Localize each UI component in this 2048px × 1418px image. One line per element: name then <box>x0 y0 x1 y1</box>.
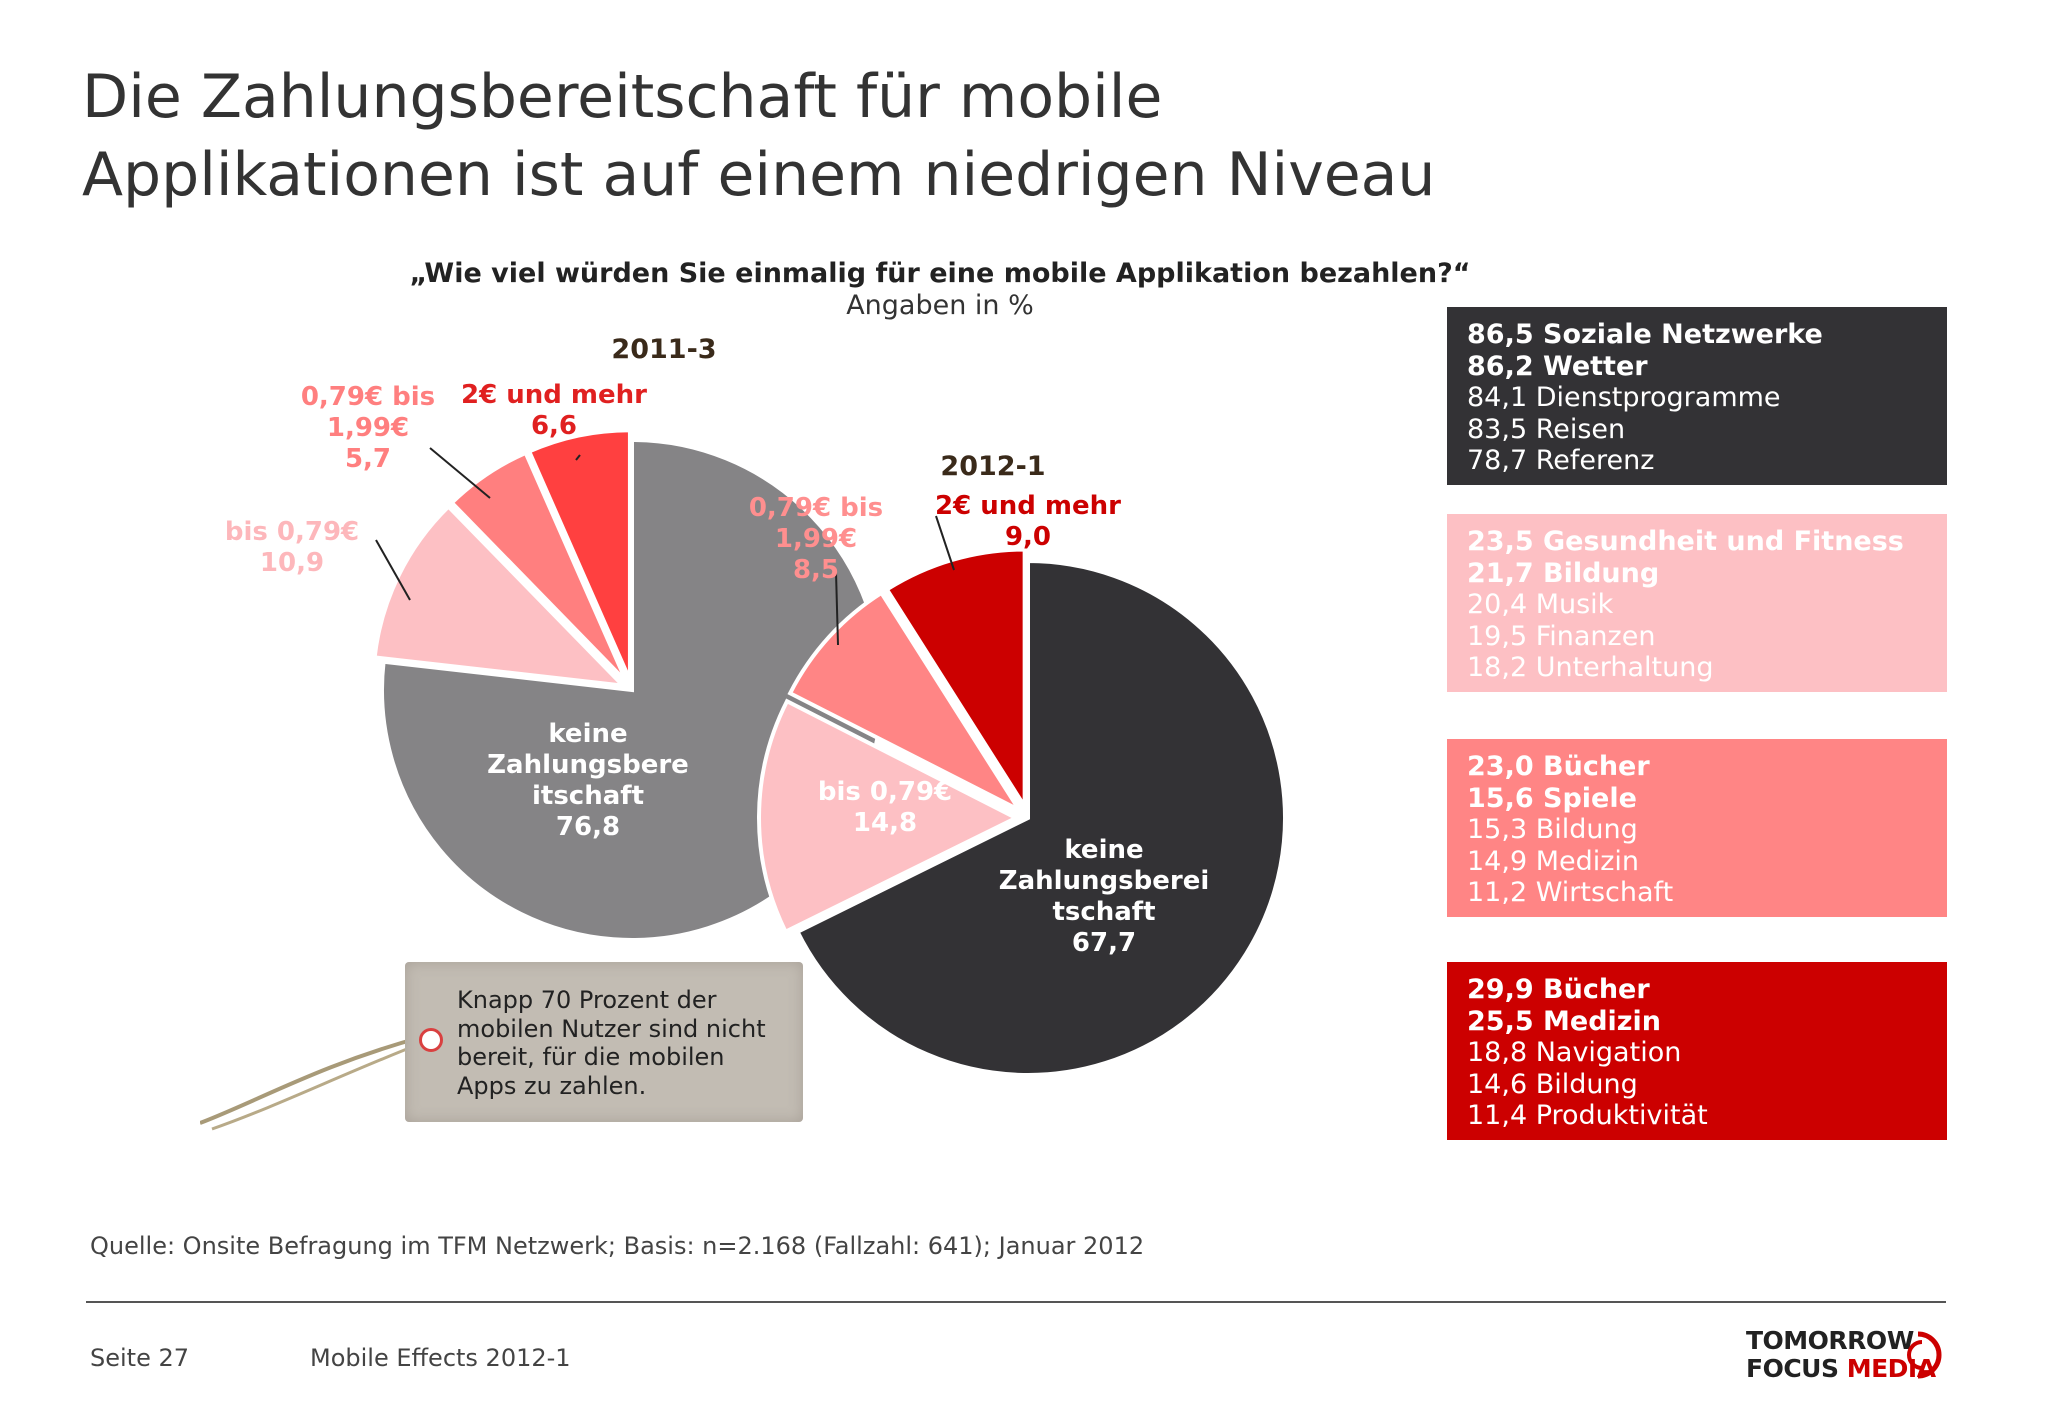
tag-hole <box>419 1028 443 1052</box>
panel-line: 86,2 Wetter <box>1467 350 1648 382</box>
leader-line <box>935 515 955 571</box>
slice-label-line: 10,9 <box>260 548 324 578</box>
slice-label-line: 5,7 <box>345 444 391 474</box>
panel-line: 14,6 Bildung <box>1467 1068 1638 1100</box>
panel-no-payment: 86,5 Soziale Netzwerke 86,2 Wetter 84,1 … <box>1447 307 1947 485</box>
tag-line: bereit, für die mobilen <box>457 1043 725 1071</box>
slice-label: keine Zahlungsbere itschaft 76,8 <box>487 719 689 842</box>
company-logo: TOMORROW FOCUS MEDIA <box>1746 1326 1946 1386</box>
logo-focus: FOCUS <box>1746 1354 1839 1383</box>
panel-line: 23,5 Gesundheit und Fitness <box>1467 526 1904 557</box>
panel-line: 19,5 Finanzen <box>1467 620 1656 652</box>
panel-line: 11,4 Produktivität <box>1467 1100 1708 1131</box>
slice-label-line: bis 0,79€ <box>818 777 952 807</box>
chart-title: 2011-3 <box>611 334 716 365</box>
slice-label: bis 0,79€ 10,9 <box>225 517 359 578</box>
slice-label: 0,79€ bis 1,99€ 8,5 <box>749 493 883 585</box>
panel-079-to-199: 23,0 Bücher 15,6 Spiele 15,3 Bildung 14,… <box>1447 739 1947 917</box>
title-line-2: Applikationen ist auf einem niedrigen Ni… <box>82 140 1436 210</box>
slice-label-line: 67,7 <box>1072 928 1136 958</box>
slice-label: 2€ und mehr 6,6 <box>461 380 647 441</box>
slice-label-line: 0,79€ bis <box>301 382 435 412</box>
panel-line: 20,4 Musik <box>1467 589 1614 620</box>
tag-line: mobilen Nutzer sind nicht <box>457 1014 766 1043</box>
slice-label-line: 6,6 <box>531 411 577 441</box>
footer-divider <box>86 1301 1946 1303</box>
slice-label-line: 1,99€ <box>775 524 857 554</box>
pie-slice <box>787 590 1025 816</box>
slice-label-line: keine <box>548 719 627 749</box>
tag-text: Knapp 70 Prozent der mobilen Nutzer sind… <box>457 986 766 1100</box>
report-name: Mobile Effects 2012-1 <box>310 1344 571 1372</box>
panel-2-and-more: 29,9 Bücher 25,5 Medizin 18,8 Navigation… <box>1447 962 1947 1140</box>
title-line-1: Die Zahlungsbereitschaft für mobile <box>82 62 1163 132</box>
slice-label: 2€ und mehr 9,0 <box>935 491 1121 552</box>
panel-line: 11,2 Wirtschaft <box>1467 877 1674 908</box>
panel-line: 29,9 Bücher <box>1467 974 1650 1005</box>
tag-line: Apps zu zahlen. <box>457 1071 647 1100</box>
pie-slice <box>794 558 1287 1077</box>
page-title: Die Zahlungsbereitschaft für mobile Appl… <box>82 58 1782 214</box>
panel-line: 15,6 Spiele <box>1467 782 1637 814</box>
slice-label-line: tschaft <box>1052 897 1155 927</box>
leader-line <box>575 454 581 461</box>
slice-label: 0,79€ bis 1,99€ 5,7 <box>301 382 435 474</box>
panel-line: 83,5 Reisen <box>1467 413 1626 445</box>
page-number: Seite 27 <box>90 1344 190 1372</box>
slice-label-line: 9,0 <box>1005 522 1051 552</box>
panel-up-to-079: 23,5 Gesundheit und Fitness 21,7 Bildung… <box>1447 514 1947 692</box>
slice-label-line: bis 0,79€ <box>225 517 359 547</box>
panel-line: 21,7 Bildung <box>1467 557 1660 589</box>
panel-line: 14,9 Medizin <box>1467 845 1640 877</box>
logo-line-1: TOMORROW <box>1746 1326 1914 1355</box>
slice-label-line: keine <box>1064 835 1143 865</box>
price-tag-note: Knapp 70 Prozent der mobilen Nutzer sind… <box>405 962 803 1122</box>
slice-label-line: 14,8 <box>853 808 917 838</box>
panel-line: 15,3 Bildung <box>1467 814 1638 845</box>
slice-label-line: 2€ und mehr <box>461 380 647 410</box>
slice-label-line: Zahlungsberei <box>999 866 1210 896</box>
slice-label-line: Zahlungsbere <box>487 750 689 780</box>
pie-slice <box>884 547 1027 814</box>
panel-line: 23,0 Bücher <box>1467 751 1650 782</box>
chart-question: „Wie viel würden Sie einmalig für eine m… <box>409 258 1471 289</box>
panel-line: 78,7 Referenz <box>1467 445 1655 476</box>
leader-line <box>429 447 491 499</box>
slice-label: bis 0,79€ 14,8 <box>818 777 952 838</box>
slice-label-line: itschaft <box>532 781 644 811</box>
leader-line <box>835 571 839 646</box>
panel-line: 18,2 Unterhaltung <box>1467 652 1714 683</box>
panel-line: 18,8 Navigation <box>1467 1037 1682 1068</box>
slice-label-line: 8,5 <box>793 555 839 585</box>
logo-arc-icon <box>1907 1331 1942 1379</box>
pie-slice <box>526 428 632 682</box>
slice-label-line: 2€ und mehr <box>935 491 1121 521</box>
tag-string <box>199 1005 430 1139</box>
slice-label: keine Zahlungsberei tschaft 67,7 <box>999 835 1210 958</box>
slice-label-line: 76,8 <box>556 812 620 842</box>
panel-line: 84,1 Dienstprogramme <box>1467 382 1781 413</box>
panel-line: 86,5 Soziale Netzwerke <box>1467 319 1823 350</box>
chart-title: 2012-1 <box>940 451 1045 482</box>
pie-slice <box>449 450 629 684</box>
panel-line: 25,5 Medizin <box>1467 1005 1661 1037</box>
chart-unit: Angaben in % <box>846 290 1034 321</box>
pie-slice <box>372 503 629 689</box>
leader-line <box>375 539 411 601</box>
slice-label-line: 1,99€ <box>327 413 409 443</box>
slice-label-line: 0,79€ bis <box>749 493 883 523</box>
pie-slice <box>757 698 1021 935</box>
tag-line: Knapp 70 Prozent der <box>457 986 717 1014</box>
source-note: Quelle: Onsite Befragung im TFM Netzwerk… <box>90 1232 1145 1260</box>
